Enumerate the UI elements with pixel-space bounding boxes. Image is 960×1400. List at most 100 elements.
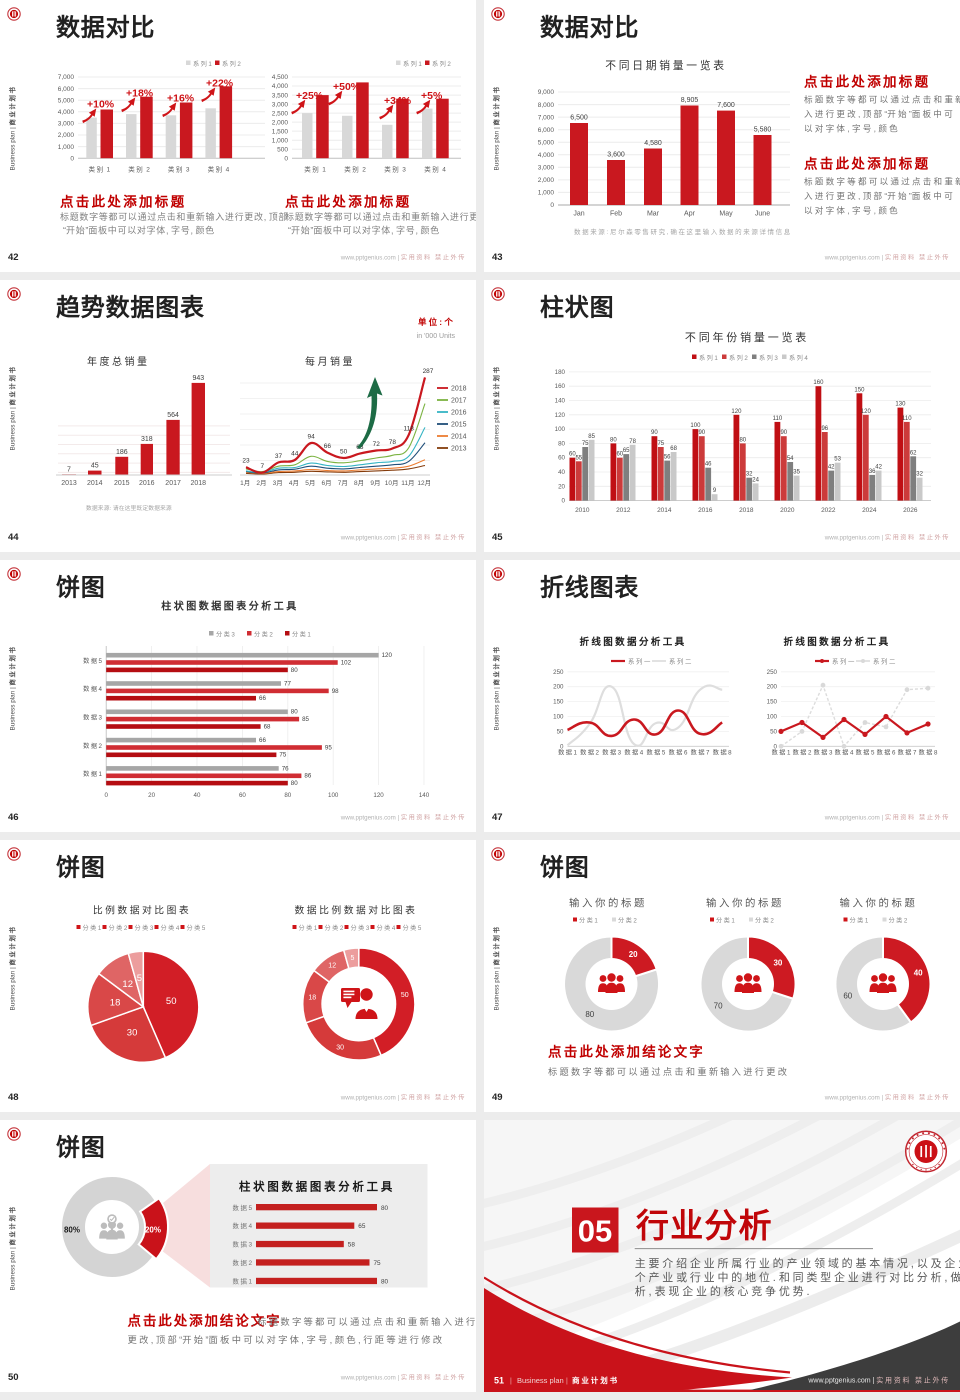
svg-text:+34%: +34% — [384, 95, 412, 107]
svg-text:318: 318 — [141, 436, 153, 443]
svg-text:48: 48 — [8, 1092, 19, 1103]
svg-text:30: 30 — [127, 1028, 138, 1039]
svg-text:系列1: 系列1 — [699, 354, 718, 362]
svg-text:55: 55 — [575, 455, 582, 461]
svg-text:80: 80 — [291, 709, 298, 716]
svg-text:1,000: 1,000 — [272, 137, 289, 144]
svg-text:5,000: 5,000 — [538, 139, 555, 146]
svg-text:0: 0 — [562, 498, 566, 505]
svg-text:点击此处添加结论文字: 点击此处添加结论文字 — [548, 1044, 705, 1060]
svg-text:数据5: 数据5 — [856, 749, 875, 757]
svg-text:66: 66 — [259, 737, 266, 744]
svg-text:160: 160 — [813, 380, 824, 386]
svg-text:50: 50 — [557, 728, 564, 735]
svg-text:943: 943 — [192, 375, 204, 382]
svg-text:系列一: 系列一 — [628, 657, 652, 666]
svg-text:200: 200 — [553, 684, 564, 691]
svg-text:Apr: Apr — [684, 211, 696, 218]
svg-text:4月: 4月 — [289, 479, 301, 487]
svg-text:每月销量: 每月销量 — [305, 355, 355, 368]
svg-text:0: 0 — [104, 792, 108, 799]
svg-text:44: 44 — [8, 532, 19, 543]
svg-text:100: 100 — [555, 426, 566, 433]
svg-text:140: 140 — [419, 792, 430, 799]
svg-text:趋势数据图表: 趋势数据图表 — [56, 294, 205, 321]
svg-text:数据4: 数据4 — [232, 1221, 252, 1230]
svg-text:入进行更改, 顶部“开始”面板中可: 入进行更改, 顶部“开始”面板中可 — [804, 108, 955, 119]
svg-text:42: 42 — [875, 465, 882, 471]
svg-text:类别 3: 类别 3 — [168, 165, 190, 174]
svg-text:类别 1: 类别 1 — [88, 165, 110, 174]
svg-text:2015: 2015 — [451, 422, 467, 429]
svg-text:数据3: 数据3 — [83, 714, 102, 722]
svg-text:10月: 10月 — [385, 479, 400, 487]
svg-text:数据比例数据对比图表: 数据比例数据对比图表 — [295, 904, 418, 917]
svg-text:分类2: 分类2 — [618, 916, 637, 924]
svg-text:8月: 8月 — [354, 479, 366, 487]
svg-text:+16%: +16% — [167, 93, 195, 105]
svg-text:析, 表现企业的核心竞争优势.: 析, 表现企业的核心竞争优势. — [635, 1284, 810, 1298]
svg-text:0: 0 — [560, 743, 564, 750]
svg-text:9月: 9月 — [370, 479, 382, 487]
svg-text:www.pptgenius.com | 实用资料 禁止外传: www.pptgenius.com | 实用资料 禁止外传 — [824, 254, 950, 262]
svg-text:分类2: 分类2 — [254, 631, 273, 639]
svg-text:Business plan | 商业计划书: Business plan | 商业计划书 — [492, 646, 501, 731]
svg-text:系列二: 系列二 — [873, 657, 897, 666]
svg-text:8,905: 8,905 — [681, 97, 699, 104]
svg-text:37: 37 — [275, 453, 283, 460]
svg-text:饼图: 饼图 — [56, 854, 106, 881]
svg-text:80: 80 — [291, 667, 298, 674]
svg-text:66: 66 — [259, 695, 266, 702]
svg-text:, 标题数字等都可以通过点击和重新输入进行: , 标题数字等都可以通过点击和重新输入进行 — [252, 1316, 476, 1327]
svg-text:70: 70 — [714, 1002, 723, 1011]
svg-text:Business plan | 商业计划书: Business plan | 商业计划书 — [8, 366, 17, 451]
svg-text:9,000: 9,000 — [538, 89, 555, 96]
svg-text:4,000: 4,000 — [538, 152, 555, 159]
svg-text:点击此处添加标题: 点击此处添加标题 — [804, 74, 930, 90]
svg-text:www.pptgenius.com | 实用资料 禁止外传: www.pptgenius.com | 实用资料 禁止外传 — [340, 1094, 466, 1102]
svg-text:+25%: +25% — [296, 90, 324, 102]
svg-text:6,000: 6,000 — [538, 127, 555, 134]
svg-text:1月: 1月 — [240, 479, 252, 487]
svg-text:2月: 2月 — [256, 479, 268, 487]
svg-text:Jan: Jan — [573, 211, 584, 218]
svg-text:7: 7 — [260, 463, 264, 470]
svg-text:32: 32 — [916, 472, 923, 478]
svg-text:102: 102 — [341, 660, 352, 667]
svg-text:80: 80 — [558, 440, 565, 447]
svg-text:51: 51 — [494, 1376, 504, 1386]
svg-text:4,500: 4,500 — [272, 74, 289, 81]
svg-text:www.pptgenius.com | 实用资料 禁止外传: www.pptgenius.com | 实用资料 禁止外传 — [824, 534, 950, 542]
svg-text:比例数据对比图表: 比例数据对比图表 — [93, 904, 191, 917]
svg-text:2,000: 2,000 — [58, 132, 75, 139]
svg-text:120: 120 — [373, 792, 384, 799]
svg-text:564: 564 — [167, 412, 179, 419]
svg-text:数据4: 数据4 — [835, 749, 854, 757]
svg-text:60: 60 — [239, 792, 246, 799]
svg-text:80: 80 — [585, 1010, 594, 1019]
svg-text:2015: 2015 — [114, 480, 130, 487]
svg-text:www.pptgenius.com | 实用资料 禁止外传: www.pptgenius.com | 实用资料 禁止外传 — [340, 814, 466, 822]
svg-text:180: 180 — [555, 369, 566, 376]
svg-text:输入你的标题: 输入你的标题 — [569, 897, 647, 910]
svg-text:数据5: 数据5 — [232, 1203, 252, 1212]
svg-text:130: 130 — [895, 402, 906, 408]
svg-text:2013: 2013 — [61, 480, 77, 487]
svg-text:50: 50 — [166, 996, 177, 1007]
svg-text:72: 72 — [373, 441, 381, 448]
svg-text:75: 75 — [582, 441, 589, 447]
svg-text:类别 2: 类别 2 — [344, 165, 366, 174]
svg-text:90: 90 — [651, 430, 658, 436]
svg-text:+10%: +10% — [87, 99, 115, 111]
svg-text:3,600: 3,600 — [607, 152, 625, 159]
svg-text:数据8: 数据8 — [919, 749, 938, 757]
svg-text:75: 75 — [374, 1260, 382, 1267]
svg-text:250: 250 — [553, 669, 564, 676]
svg-text:,: , — [676, 1048, 679, 1059]
svg-text:6,000: 6,000 — [58, 86, 75, 93]
svg-text:5: 5 — [350, 955, 354, 962]
svg-text:2024: 2024 — [862, 507, 877, 514]
svg-text:数据5: 数据5 — [83, 657, 102, 665]
svg-text:系列2: 系列2 — [432, 60, 451, 68]
svg-text:54: 54 — [787, 456, 794, 462]
